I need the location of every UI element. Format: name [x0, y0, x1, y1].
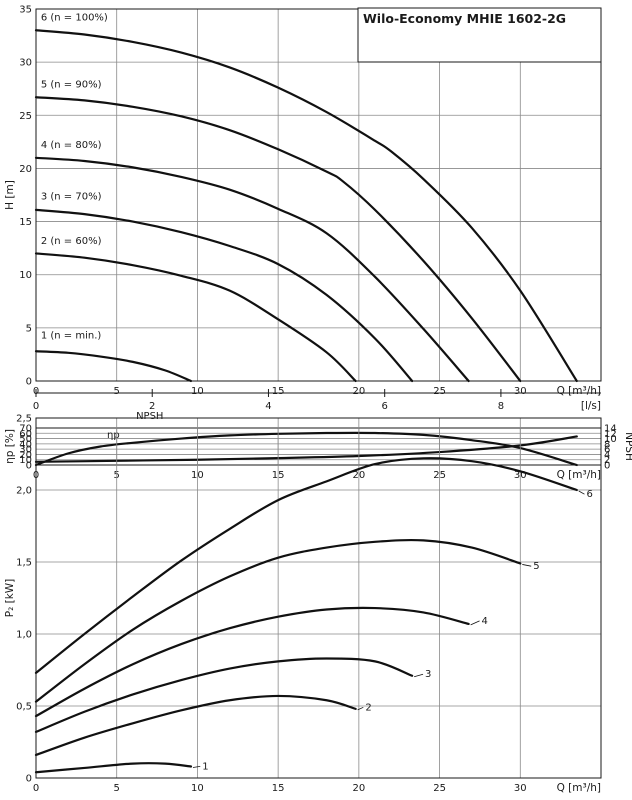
curve-power-5 — [34, 457, 578, 674]
curve-label-leader — [192, 765, 201, 768]
y-tick-label: 1,5 — [16, 558, 32, 569]
curve-label-leader — [470, 620, 480, 626]
secondary-x-tick-label: 4 — [265, 401, 271, 412]
curve-eff-1 — [34, 435, 578, 463]
y-right-tick-label: 0 — [604, 461, 610, 472]
y-right-tick-label: 8 — [604, 439, 610, 450]
curve-label: 2 — [365, 702, 371, 713]
curve-label: 1 — [202, 761, 208, 772]
secondary-x-tick-label: 2 — [149, 401, 155, 412]
y-axis-label: H [m] — [4, 180, 16, 210]
curve-label: 6 (n = 100%) — [41, 13, 108, 24]
curve-head-1 — [34, 252, 357, 383]
curve-label: 6 — [586, 489, 592, 500]
curve-label-leader — [357, 706, 364, 711]
curve-label: 4 — [482, 616, 488, 627]
curve-label-leader — [522, 564, 532, 567]
y-tick-label: 70 — [19, 424, 32, 435]
y-tick-label: 0 — [26, 774, 32, 785]
secondary-x-tick-label: 0 — [33, 401, 39, 412]
y-tick-label: 20 — [19, 450, 32, 461]
curve-power-3 — [34, 606, 470, 718]
x-tick-label: 25 — [433, 783, 446, 794]
y-tick-label: 40 — [19, 439, 32, 450]
x-tick-label: 15 — [272, 386, 285, 397]
secondary-x-tick-label: 6 — [381, 401, 387, 412]
y-right-tick-label: 14 — [604, 424, 617, 435]
x-tick-label: 5 — [114, 783, 120, 794]
y-right-tick-label: 6 — [604, 445, 610, 456]
y-tick-label: 25 — [19, 111, 32, 122]
y-tick-label: 30 — [19, 58, 32, 69]
title-box-frame — [357, 7, 602, 63]
head-curve-panel: 0 5 10 15 20 25 30 0 5 10 15 20 25 30 35 Q [m³/h] H [m] 1… — [4, 5, 602, 412]
curve-label: 3 (n = 70%) — [41, 191, 102, 202]
y-tick-label: 1,0 — [16, 630, 32, 641]
y-tick-label: 2,5 — [16, 414, 32, 425]
x-tick-label: 30 — [514, 386, 527, 397]
y-tick-label: 0 — [26, 377, 32, 388]
curve-head-3 — [34, 156, 470, 383]
y-tick-label: 50 — [19, 434, 32, 445]
y-tick-label: 60 — [19, 429, 32, 440]
x-tick-label: 30 — [514, 783, 527, 794]
curve-label: 5 (n = 90%) — [41, 80, 102, 91]
y-axis-label: ηp [%] — [4, 429, 16, 464]
chart-title: Wilo-Economy MHIE 1602-2G — [363, 11, 566, 26]
y-right-tick-label: 4 — [604, 450, 610, 461]
y-tick-label: 5 — [26, 323, 32, 334]
plot-frame — [35, 417, 602, 779]
curve-label: ηp — [107, 430, 120, 441]
x-tick-label: 15 — [272, 783, 285, 794]
y-right-tick-label: 12 — [604, 429, 617, 440]
curve-label: 4 (n = 80%) — [41, 140, 102, 151]
title-box: Wilo-Economy MHIE 1602-2G — [357, 7, 602, 63]
curve-head-0 — [34, 350, 193, 383]
curve-power-4 — [34, 538, 522, 703]
y-tick-label: 0 — [26, 461, 32, 472]
y-tick-label: 15 — [19, 217, 32, 228]
curve-power-2 — [34, 657, 414, 734]
curve-power-0 — [34, 762, 193, 774]
x-tick-label: 5 — [114, 386, 120, 397]
curve-label: 1 (n = min.) — [41, 330, 102, 341]
x-axis-label: Q [m³/h] — [557, 782, 601, 794]
curve-power-1 — [34, 694, 357, 757]
curve-head-5 — [34, 29, 578, 383]
y-tick-label: 30 — [19, 445, 32, 456]
x-tick-label: 20 — [352, 783, 365, 794]
y-tick-label: 10 — [19, 455, 32, 466]
secondary-x-tick-label: 8 — [498, 401, 504, 412]
y-axis-label: P₂ [kW] — [4, 579, 16, 618]
curve-label-leader — [578, 490, 585, 495]
x-axis-label: Q [m³/h] — [557, 385, 601, 397]
y-tick-label: 2,0 — [16, 486, 32, 497]
plot-frame — [35, 8, 602, 382]
curve-label: 5 — [533, 561, 539, 572]
y-tick-label: 0,5 — [16, 702, 32, 713]
x-tick-label: 20 — [352, 386, 365, 397]
curve-label: NPSH — [136, 411, 163, 422]
curve-head-4 — [34, 96, 522, 383]
curve-label: 3 — [425, 669, 431, 680]
x-axis-label: Q [m³/h] — [557, 469, 601, 481]
efficiency-npsh-panel: 05101520253001020304050607002468101214NP… — [4, 411, 632, 481]
secondary-x-axis-label: [l/s] — [581, 400, 601, 412]
y-right-axis-label: NPSH — [623, 432, 632, 461]
x-tick-label: 10 — [191, 386, 204, 397]
curve-head-2 — [34, 208, 414, 383]
y-tick-label: 20 — [19, 164, 32, 175]
y-tick-label: 35 — [19, 5, 32, 16]
curve-label: 2 (n = 60%) — [41, 236, 102, 247]
y-right-tick-label: 10 — [604, 434, 617, 445]
x-tick-label: 10 — [191, 783, 204, 794]
y-tick-label: 10 — [19, 270, 32, 281]
x-tick-label: 25 — [433, 386, 446, 397]
curve-label-leader — [414, 673, 424, 678]
x-tick-label: 0 — [33, 783, 39, 794]
y-right-tick-label: 2 — [604, 455, 610, 466]
